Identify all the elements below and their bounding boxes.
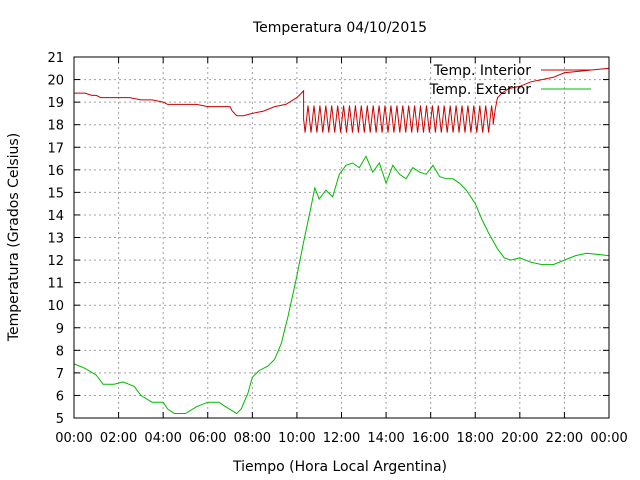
x-tick-label: 04:00 xyxy=(144,431,181,446)
y-tick-label: 11 xyxy=(47,277,64,292)
y-tick-label: 5 xyxy=(56,412,64,427)
y-tick-label: 15 xyxy=(47,186,64,201)
x-tick-label: 14:00 xyxy=(367,431,404,446)
y-tick-label: 21 xyxy=(47,51,64,66)
series-line-exterior xyxy=(73,155,610,415)
x-tick-label: 12:00 xyxy=(323,431,360,446)
x-tick-label: 00:00 xyxy=(55,431,92,446)
legend: Temp. Interior Temp. Exterior xyxy=(429,63,591,98)
x-tick-label: 06:00 xyxy=(189,431,226,446)
legend-label-exterior: Temp. Exterior xyxy=(429,82,532,98)
series-line-interior xyxy=(74,67,610,133)
legend-label-interior: Temp. Interior xyxy=(433,63,532,79)
y-tick-label: 14 xyxy=(47,209,64,224)
plot-frame xyxy=(73,56,610,419)
y-tick-label: 12 xyxy=(47,254,64,269)
y-tick-label: 16 xyxy=(47,164,64,179)
grid xyxy=(74,57,609,418)
y-tick-label: 7 xyxy=(56,367,64,382)
y-tick-label: 9 xyxy=(56,322,64,337)
x-tick-label: 18:00 xyxy=(457,431,494,446)
x-tick-label: 16:00 xyxy=(412,431,449,446)
y-tick-label: 8 xyxy=(56,344,64,359)
y-tick-label: 20 xyxy=(47,74,64,89)
series-lines xyxy=(73,67,610,415)
x-axis-label: Tiempo (Hora Local Argentina) xyxy=(232,459,447,475)
y-tick-label: 18 xyxy=(47,119,64,134)
y-tick-label: 6 xyxy=(56,389,64,404)
chart-title: Temperatura 04/10/2015 xyxy=(252,20,427,36)
y-tick-label: 10 xyxy=(47,299,64,314)
axis-ticks: 5 6 7 8 9 10 11 12 13 14 15 16 17 18 19 20 21 00:00 02:00 0… xyxy=(47,51,627,446)
x-tick-label: 20:00 xyxy=(501,431,538,446)
x-tick-label: 08:00 xyxy=(234,431,271,446)
y-tick-label: 13 xyxy=(47,232,64,247)
y-tick-label: 17 xyxy=(47,141,64,156)
x-tick-label: 22:00 xyxy=(546,431,583,446)
x-tick-label: 02:00 xyxy=(100,431,137,446)
x-tick-label: 10:00 xyxy=(278,431,315,446)
y-axis-label: Temperatura (Grados Celsius) xyxy=(6,133,22,342)
y-tick-label: 19 xyxy=(47,96,64,111)
x-tick-label: 00:00 xyxy=(590,431,627,446)
